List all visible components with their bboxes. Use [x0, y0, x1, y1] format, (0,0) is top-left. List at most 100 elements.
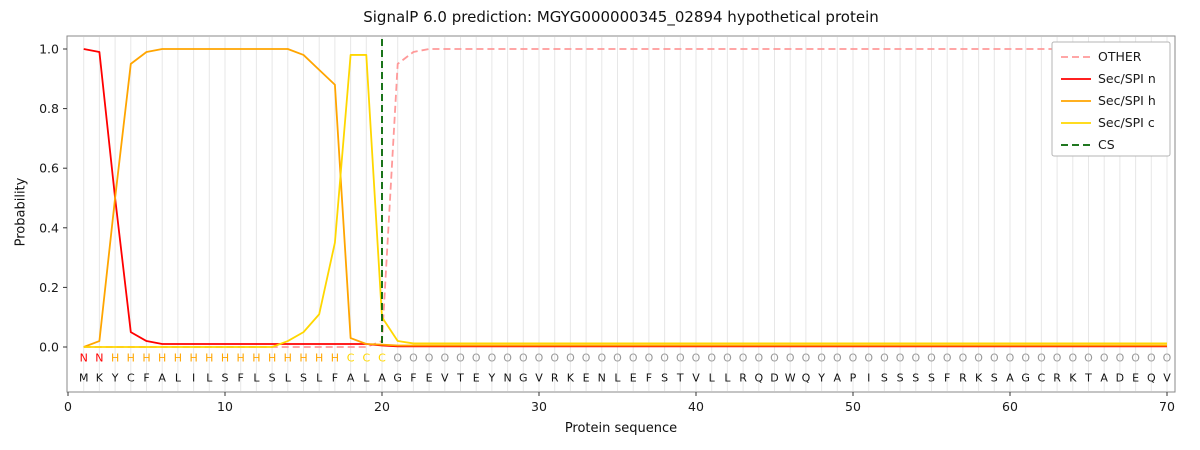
region-label: O: [597, 352, 606, 365]
x-axis: 0 10 20 30 40 50 60 70: [64, 392, 1175, 414]
sequence-letter: F: [332, 372, 338, 385]
region-label: O: [754, 352, 763, 365]
sequence-letter: L: [206, 372, 213, 385]
sequence-letter: S: [300, 372, 307, 385]
series-Sec/SPI c: [83, 54, 1167, 348]
sequence-letter: V: [441, 372, 449, 385]
region-label: O: [503, 352, 512, 365]
legend-label: Sec/SPI n: [1098, 71, 1156, 86]
sequence-letter: V: [692, 372, 700, 385]
region-label: O: [645, 352, 654, 365]
region-label: O: [582, 352, 591, 365]
sequence-letter: A: [1006, 372, 1014, 385]
region-label: O: [409, 352, 418, 365]
y-tick-label: 0.6: [39, 161, 59, 176]
sequence-letter: A: [158, 372, 166, 385]
sequence-letter: D: [770, 372, 778, 385]
sequence-letter: E: [426, 372, 433, 385]
sequence-letter: K: [1069, 372, 1077, 385]
sequence-letter: Q: [1147, 372, 1156, 385]
sequence-letter: L: [316, 372, 323, 385]
series-Sec/SPI n: [83, 48, 1167, 348]
sequence-letter: T: [1084, 372, 1092, 385]
region-label: O: [990, 352, 999, 365]
sequence-letter: V: [1163, 372, 1171, 385]
region-label: O: [1006, 352, 1015, 365]
sequence-letter: R: [959, 372, 967, 385]
region-label: H: [205, 352, 213, 365]
sequence-letter: L: [363, 372, 370, 385]
region-label: O: [1163, 352, 1172, 365]
sequence-letter: D: [1116, 372, 1124, 385]
region-label: H: [142, 352, 150, 365]
x-tick-label: 30: [531, 399, 547, 414]
y-tick-label: 0.0: [39, 340, 59, 355]
region-label: C: [347, 352, 355, 365]
region-label: O: [1100, 352, 1109, 365]
sequence-letter: L: [253, 372, 260, 385]
region-label: N: [80, 352, 88, 365]
sequence-letter: S: [881, 372, 888, 385]
region-label: O: [393, 352, 402, 365]
sequence-letter: L: [709, 372, 716, 385]
sequence-letter: S: [991, 372, 998, 385]
sequence-letter: S: [269, 372, 276, 385]
sequence-letter: S: [897, 372, 904, 385]
sequence-letter: E: [630, 372, 637, 385]
region-label: O: [613, 352, 622, 365]
region-label: O: [896, 352, 905, 365]
region-label: O: [488, 352, 497, 365]
sequence-letter: R: [739, 372, 747, 385]
region-label: O: [629, 352, 638, 365]
region-label: O: [550, 352, 559, 365]
sequence-letter: E: [473, 372, 480, 385]
sequence-letter: K: [567, 372, 575, 385]
sequence-letter: S: [661, 372, 668, 385]
sequence-letter: Q: [754, 372, 763, 385]
sequence-letter: W: [785, 372, 796, 385]
sequence-letter: A: [834, 372, 842, 385]
sequence-letter: C: [127, 372, 135, 385]
region-label: O: [456, 352, 465, 365]
legend-box: [1051, 41, 1171, 157]
region-label: H: [158, 352, 166, 365]
region-label: O: [739, 352, 748, 365]
region-label: O: [864, 352, 873, 365]
plot-title: SignalP 6.0 prediction: MGYG000000345_02…: [363, 8, 879, 26]
region-label: H: [268, 352, 276, 365]
sequence-letter: F: [238, 372, 244, 385]
sequence-letter: E: [583, 372, 590, 385]
region-label: O: [911, 352, 920, 365]
x-tick-label: 10: [217, 399, 233, 414]
region-label: O: [880, 352, 889, 365]
region-label: H: [174, 352, 182, 365]
region-label: H: [221, 352, 229, 365]
sequence-letter: F: [646, 372, 652, 385]
region-label: C: [378, 352, 386, 365]
series-Sec/SPI h: [83, 48, 1167, 348]
region-label: O: [849, 352, 858, 365]
region-label: O: [425, 352, 434, 365]
sequence-letter: L: [175, 372, 182, 385]
region-label: O: [440, 352, 449, 365]
region-label: H: [189, 352, 197, 365]
region-label: O: [472, 352, 481, 365]
region-label: N: [95, 352, 103, 365]
sequence-letter: G: [519, 372, 528, 385]
x-tick-label: 70: [1159, 399, 1175, 414]
region-label: O: [723, 352, 732, 365]
region-label: O: [707, 352, 716, 365]
region-label: O: [660, 352, 669, 365]
sequence-letter: F: [410, 372, 416, 385]
y-axis: 0.0 0.2 0.4 0.6 0.8 1.0: [39, 42, 67, 355]
region-label: O: [943, 352, 952, 365]
region-label: H: [331, 352, 339, 365]
y-tick-label: 1.0: [39, 42, 59, 57]
y-tick-label: 0.4: [39, 220, 59, 235]
region-label: O: [1147, 352, 1156, 365]
sequence-letter: V: [535, 372, 543, 385]
region-label: O: [1068, 352, 1077, 365]
